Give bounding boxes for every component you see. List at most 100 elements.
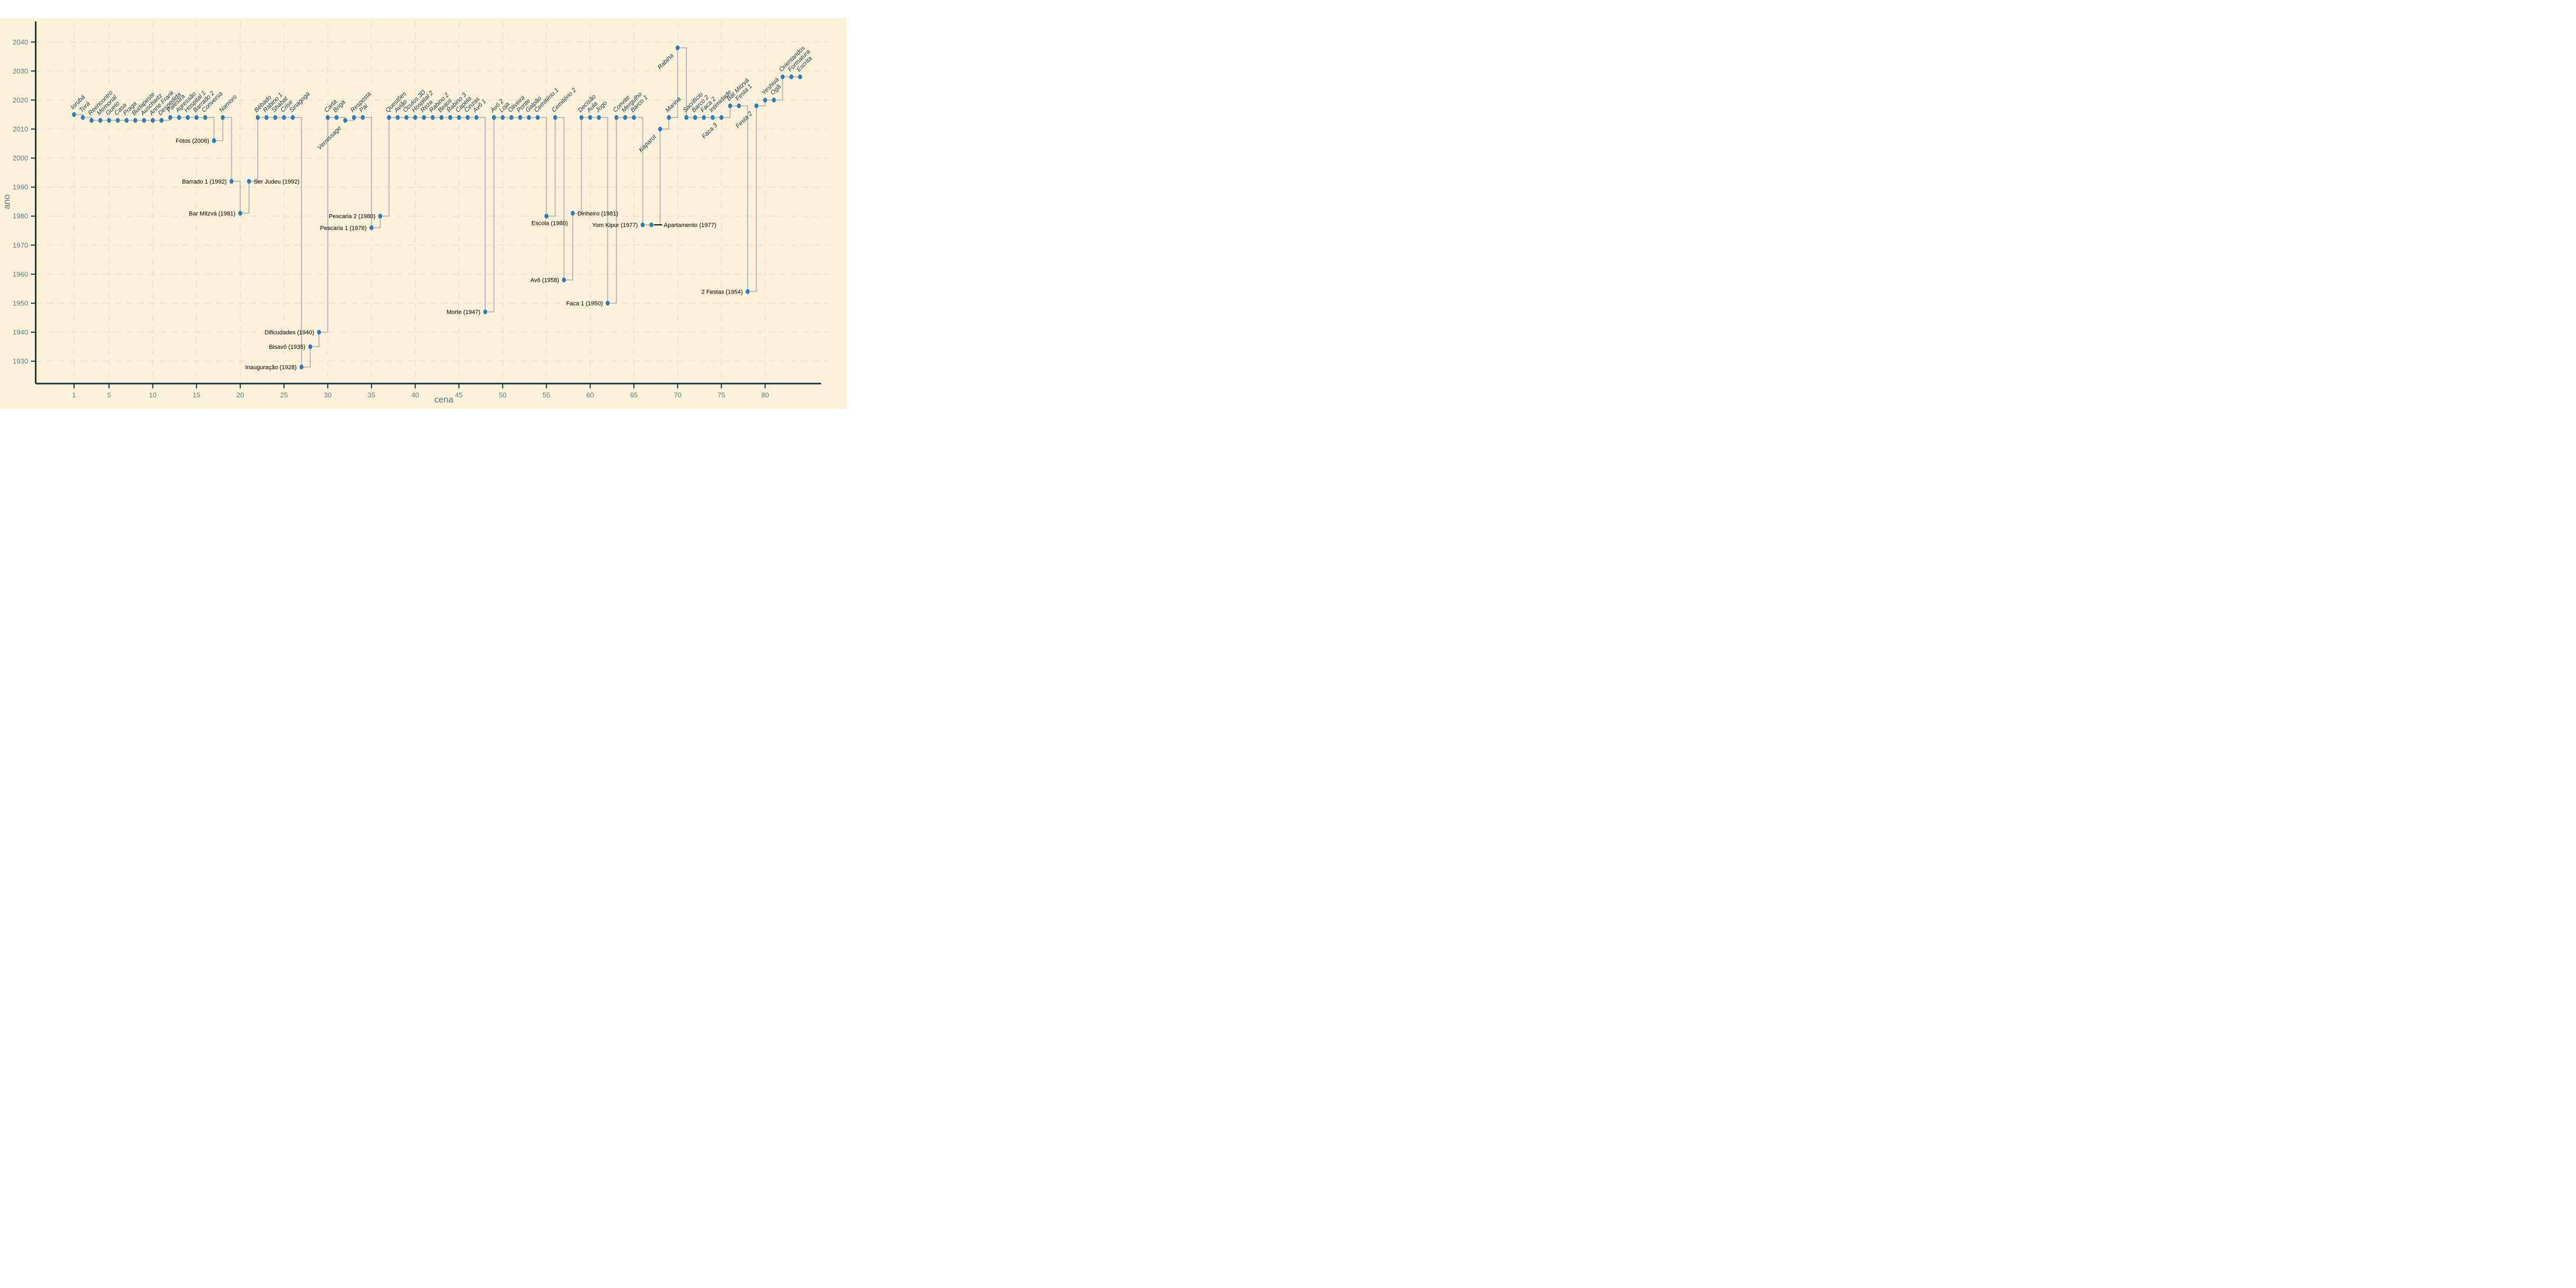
data-point <box>483 309 487 314</box>
x-tick-label: 80 <box>761 391 769 399</box>
x-tick-label: 55 <box>543 391 550 399</box>
x-tick-label: 35 <box>368 391 375 399</box>
data-point <box>186 115 190 120</box>
data-point <box>649 222 654 228</box>
timeline-step-scatter-chart: 1930194019501960197019801990200020102020… <box>13 21 829 399</box>
data-point <box>194 115 199 120</box>
data-point <box>98 118 103 123</box>
data-point <box>623 115 627 120</box>
data-point <box>308 344 312 349</box>
data-point <box>334 115 339 120</box>
data-point <box>387 115 391 120</box>
data-point <box>658 127 662 132</box>
annotation-label: 2 Festas (1954) <box>701 289 743 295</box>
y-tick-label: 2030 <box>13 67 28 75</box>
x-tick-label: 65 <box>630 391 638 399</box>
data-point <box>614 115 619 120</box>
data-point <box>221 115 225 120</box>
data-point <box>369 225 374 230</box>
data-point <box>107 118 111 123</box>
data-point <box>352 115 356 120</box>
chart-page: 1930 1940 1950 1960 1970 1980 1990 2000 2010 2020… <box>0 0 859 429</box>
data-point <box>290 115 295 120</box>
data-point <box>667 115 671 120</box>
annotation-label: Apartamento (1977) <box>664 222 716 229</box>
y-tick-label: 2010 <box>13 125 28 133</box>
data-point <box>151 118 155 123</box>
data-point <box>465 115 470 120</box>
data-point <box>676 45 680 50</box>
scene-label: Festa 2 <box>735 110 754 129</box>
data-point <box>273 115 277 120</box>
data-point <box>80 115 85 120</box>
data-point <box>413 115 418 120</box>
data-point <box>570 210 575 216</box>
data-point <box>115 118 120 123</box>
scene-label: Rabina <box>657 53 675 71</box>
annotation-label: Pescaria 1 (1976) <box>320 225 367 231</box>
data-point <box>282 115 286 120</box>
data-point <box>780 74 785 79</box>
data-point <box>772 97 776 103</box>
scene-label: Marina <box>664 96 682 114</box>
y-tick-label: 1940 <box>13 328 28 336</box>
data-point <box>719 115 723 120</box>
data-point <box>737 103 741 108</box>
data-point <box>89 118 94 123</box>
annotation-label: Fotos (2006) <box>175 138 209 144</box>
data-point <box>632 115 636 120</box>
y-tick-label: 1950 <box>13 299 28 307</box>
x-tick-label: 30 <box>324 391 331 399</box>
data-point <box>562 277 566 283</box>
data-point <box>789 74 794 79</box>
plot-panel <box>0 18 846 409</box>
data-point <box>212 138 216 143</box>
data-point <box>492 115 496 120</box>
x-tick-label: 1 <box>72 391 76 399</box>
data-point <box>457 115 461 120</box>
data-point <box>640 222 645 228</box>
scene-label: Faca 3 <box>701 122 719 140</box>
data-point <box>361 115 365 120</box>
data-point <box>238 210 243 216</box>
annotation-label: Pescaria 2 (1980) <box>329 214 376 220</box>
annotation-label: Bisavô (1935) <box>269 344 305 350</box>
y-tick-label: 1960 <box>13 270 28 278</box>
y-tick-label: 1930 <box>13 357 28 365</box>
data-point <box>203 115 208 120</box>
scene-label: Jogo <box>594 99 609 114</box>
data-point <box>605 301 610 306</box>
data-point <box>229 179 234 184</box>
data-point <box>526 115 531 120</box>
x-tick-label: 50 <box>499 391 506 399</box>
data-point <box>430 115 435 120</box>
x-tick-label: 15 <box>193 391 200 399</box>
data-point <box>597 115 601 120</box>
data-point <box>509 115 514 120</box>
data-point <box>745 289 750 294</box>
data-point <box>422 115 426 120</box>
data-point <box>439 115 444 120</box>
annotation-label: Escola (1980) <box>531 221 568 227</box>
y-tick-label: 1970 <box>13 241 28 249</box>
data-point <box>326 115 330 120</box>
data-point <box>247 179 251 184</box>
data-point <box>72 112 76 117</box>
data-point <box>404 115 409 120</box>
annotation-label: Dificudades (1940) <box>265 330 314 336</box>
data-point <box>553 115 558 120</box>
x-tick-label: 40 <box>411 391 419 399</box>
data-point <box>501 115 505 120</box>
annotation-label: Morte (1947) <box>447 309 480 316</box>
x-tick-label: 10 <box>149 391 156 399</box>
data-point <box>125 118 129 123</box>
y-tick-label: 2000 <box>13 154 28 162</box>
y-tick-label: 2040 <box>13 38 28 46</box>
data-point <box>168 115 172 120</box>
data-point <box>579 115 584 120</box>
x-tick-label: 5 <box>107 391 111 399</box>
data-point <box>159 118 164 123</box>
data-point <box>396 115 400 120</box>
y-tick-label: 1990 <box>13 183 28 191</box>
data-point <box>588 115 592 120</box>
